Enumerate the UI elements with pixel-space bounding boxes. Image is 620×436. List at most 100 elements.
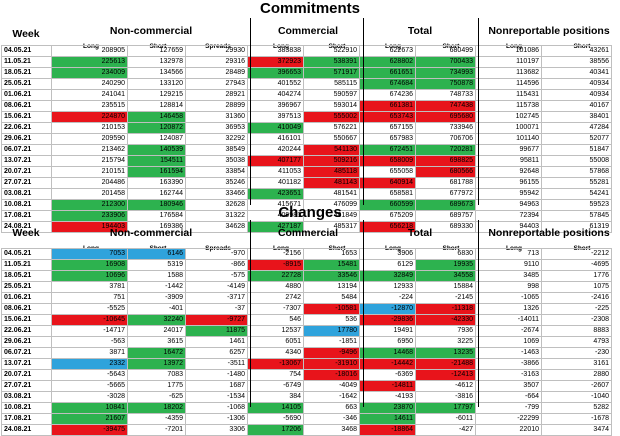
nr-short-cell: 38401 (541, 111, 612, 123)
nc-short-cell: -7201 (127, 424, 186, 436)
nc-long-cell: 241041 (51, 89, 128, 101)
divider-commercial (250, 220, 251, 407)
nc-short-cell: 162744 (127, 188, 186, 200)
com-long-cell: 6051 (247, 336, 304, 348)
nc-short-cell: 163390 (127, 177, 186, 189)
com-short-cell: 541130 (303, 144, 360, 156)
com-short-cell: 663 (303, 402, 360, 414)
table-row: 29.06.21 209590 124087 32292 416101 550667 657… (1, 133, 612, 145)
week-cell: 13.07.21 (1, 358, 52, 370)
table-row: 24.08.21 -39475 -7201 3306 17206 3468 -18864 -4… (1, 424, 612, 436)
tot-long-cell: 14611 (359, 413, 416, 425)
table-row: 04.05.21 7053 6146 -970 -2156 1653 3906 6830 713… (1, 248, 612, 260)
nc-short-cell: 1588 (127, 270, 186, 282)
nc-long-cell: -10645 (51, 314, 128, 326)
com-long-cell: 4340 (247, 347, 304, 359)
week-cell: 06.07.21 (1, 347, 52, 359)
week-cell: 25.05.21 (1, 281, 52, 293)
nc-long-cell: 194403 (51, 221, 128, 233)
nc-spreads-cell: 31360 (185, 111, 248, 123)
week-cell: 10.08.21 (1, 402, 52, 414)
week-cell: 22.06.21 (1, 122, 52, 134)
week-cell: 22.06.21 (1, 325, 52, 337)
nc-short-cell: -1442 (127, 281, 186, 293)
com-short-cell: 571917 (303, 67, 360, 79)
com-short-cell: 485118 (303, 166, 360, 178)
week-cell: 27.07.21 (1, 380, 52, 392)
tot-short-cell: 17797 (415, 402, 476, 414)
com-short-cell: 33546 (303, 270, 360, 282)
nr-short-cell: -1040 (541, 391, 612, 403)
week-cell: 11.05.21 (1, 56, 52, 68)
nc-spreads-cell: -37 (185, 303, 248, 315)
com-long-cell: 420244 (247, 144, 304, 156)
nr-long-cell: 102745 (475, 111, 542, 123)
com-short-cell: 538391 (303, 56, 360, 68)
nc-spreads-cell: 28489 (185, 67, 248, 79)
nc-short-cell: -401 (127, 303, 186, 315)
week-cell: 04.05.21 (1, 45, 52, 57)
nc-spreads-cell: -1068 (185, 402, 248, 414)
com-short-cell: -1642 (303, 391, 360, 403)
com-short-cell: 536 (303, 314, 360, 326)
nr-short-cell: 3161 (541, 358, 612, 370)
tot-short-cell: -12413 (415, 369, 476, 381)
nr-short-cell: 40934 (541, 89, 612, 101)
table-row: 03.08.21 201458 162744 33466 423651 481541 658… (1, 188, 612, 200)
week-cell: 08.06.21 (1, 100, 52, 112)
week-cell: 20.07.21 (1, 166, 52, 178)
tot-short-cell: 7936 (415, 325, 476, 337)
commercial-header: Commercial (277, 24, 339, 37)
nr-long-cell: 115738 (475, 100, 542, 112)
nc-short-cell: 1775 (127, 380, 186, 392)
tot-long-cell: -6369 (359, 369, 416, 381)
nc-long-cell: 10696 (51, 270, 128, 282)
week-cell: 08.06.21 (1, 303, 52, 315)
com-short-cell: 550667 (303, 133, 360, 145)
nr-long-cell: 1326 (475, 303, 542, 315)
nr-long-cell: 101086 (475, 45, 542, 57)
nc-short-cell: 18202 (127, 402, 186, 414)
com-long-cell: 22728 (247, 270, 304, 282)
nc-long-cell: -14717 (51, 325, 128, 337)
nc-spreads-cell: -1306 (185, 413, 248, 425)
table-row: 11.05.21 225613 132978 29316 372923 538391 628… (1, 56, 612, 68)
com-long-cell: 401552 (247, 78, 304, 90)
nc-short-cell: -3909 (127, 292, 186, 304)
nc-long-cell: 16908 (51, 259, 128, 271)
nc-long-cell: 240290 (51, 78, 128, 90)
nc-short-cell: 128814 (127, 100, 186, 112)
nc-spreads-cell: 32292 (185, 133, 248, 145)
nr-short-cell: 5282 (541, 402, 612, 414)
tot-short-cell: -6011 (415, 413, 476, 425)
nc-spreads-cell: 28921 (185, 89, 248, 101)
divider-commercial (250, 18, 251, 205)
nc-short-cell: 13972 (127, 358, 186, 370)
com-short-cell: 593014 (303, 100, 360, 112)
nc-short-cell: 134566 (127, 67, 186, 79)
tot-short-cell: -11318 (415, 303, 476, 315)
table-row: 22.06.21 -14717 24017 11875 12537 17780 19491 7… (1, 325, 612, 337)
nc-long-cell: 234009 (51, 67, 128, 79)
week-cell: 04.05.21 (1, 248, 52, 260)
week-cell: 06.07.21 (1, 144, 52, 156)
tot-long-cell: 628802 (359, 56, 416, 68)
nc-spreads-cell: -3511 (185, 358, 248, 370)
table-row: 08.06.21 235515 128814 28899 396967 593014 661… (1, 100, 612, 112)
com-short-cell: 481541 (303, 188, 360, 200)
week-cell: 29.06.21 (1, 336, 52, 348)
com-short-cell: 5484 (303, 292, 360, 304)
tot-short-cell: 34558 (415, 270, 476, 282)
nc-spreads-cell: -3717 (185, 292, 248, 304)
nc-long-cell: 210153 (51, 122, 128, 134)
nc-long-cell: 7053 (51, 248, 128, 260)
nr-short-cell: -4695 (541, 259, 612, 271)
nr-long-cell: 1069 (475, 336, 542, 348)
com-short-cell: 509216 (303, 155, 360, 167)
com-long-cell: 383838 (247, 45, 304, 57)
nr-short-cell: 51847 (541, 144, 612, 156)
nc-long-cell: -563 (51, 336, 128, 348)
nr-short-cell: 40341 (541, 67, 612, 79)
nr-long-cell: 110197 (475, 56, 542, 68)
nr-short-cell: -1678 (541, 413, 612, 425)
